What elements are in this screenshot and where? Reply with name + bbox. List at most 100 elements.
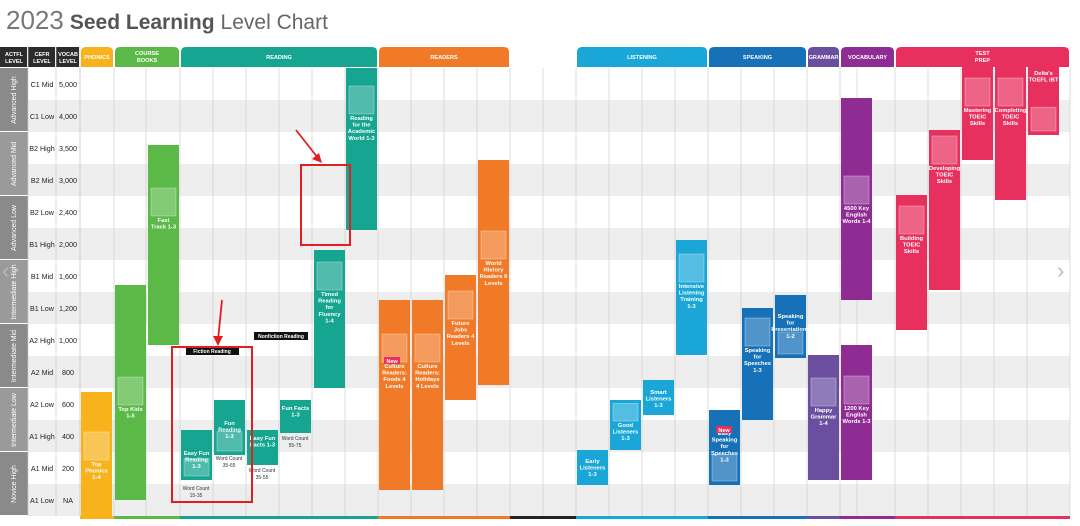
program-bar-fill[interactable] (896, 195, 927, 330)
nonfiction-label: Nonfiction Reading (258, 334, 304, 340)
program-bar-label: Reading for the Academic World 1-3 (348, 116, 376, 142)
category-tab (115, 47, 179, 67)
book-cover-image (316, 261, 343, 291)
program-bar-fill[interactable] (742, 308, 773, 420)
program-bar-fill[interactable] (1028, 67, 1059, 135)
next-arrow-icon[interactable]: › (1057, 258, 1065, 283)
vocab-cell (56, 228, 80, 260)
vocab-cell (56, 484, 80, 516)
vocab-level-label: 400 (62, 432, 74, 441)
program-bar[interactable]: Early Listeners 1-3 (577, 450, 608, 485)
program-bar-fill[interactable] (643, 380, 674, 415)
program-bar[interactable]: Good Listeners 1-3 (610, 400, 641, 450)
program-bar-fill[interactable] (929, 130, 960, 290)
program-bar[interactable]: Delta's TOEFL iBT (1028, 67, 1059, 135)
cefr-level-label: C1 Low (30, 112, 55, 121)
program-bar[interactable]: Top Kids 1-6 (115, 285, 146, 500)
program-bar-fill[interactable] (577, 450, 608, 485)
program-bar-fill[interactable] (115, 285, 146, 500)
program-bar[interactable]: World History Readers 6 Levels (478, 160, 509, 385)
program-bar-label: Easy Fun Facts 1-3 (250, 436, 276, 449)
program-bar-fill[interactable] (962, 67, 993, 160)
category-footer-bar (180, 516, 378, 519)
book-cover-image (414, 333, 441, 363)
word-count-range: 35-55 (256, 475, 269, 481)
program-bar[interactable]: Future Jobs Readers 4 Levels (445, 275, 476, 400)
program-bar[interactable]: Culture Readers: Foods 4 Levels (379, 300, 410, 490)
program-bar[interactable]: 4500 Key English Words 1-4 (841, 98, 872, 300)
category-header (808, 47, 839, 67)
program-bar[interactable]: Intensive Listening Training 1-3 (676, 240, 707, 355)
program-bar-label: Mastering TOEIC Skills (964, 108, 992, 127)
program-bar[interactable]: Easy Fun Reading 1-3 (181, 430, 212, 480)
program-bar-fill[interactable] (995, 67, 1026, 200)
left-header (0, 47, 79, 67)
program-bar-fill[interactable] (181, 430, 212, 480)
cefr-cell (28, 292, 56, 324)
program-bar-fill[interactable] (148, 145, 179, 345)
program-bar-fill[interactable] (808, 355, 839, 480)
program-bar[interactable]: Fast Track 1-3 (148, 145, 179, 345)
left-header-line: ACTFL (5, 52, 24, 58)
cefr-level-label: B1 Mid (31, 272, 53, 281)
program-bar-fill[interactable] (81, 392, 112, 516)
program-bar-fill[interactable] (841, 98, 872, 300)
program-bar-fill[interactable] (775, 295, 806, 358)
category-tab (841, 47, 894, 67)
program-bar-label: Fast Track 1-3 (151, 218, 177, 231)
category-header (379, 47, 509, 67)
program-bar-fill[interactable] (346, 68, 377, 230)
program-bar-fill[interactable] (709, 410, 740, 485)
program-bar-fill[interactable] (314, 250, 345, 388)
vocab-level-label: 3,000 (59, 176, 77, 185)
actfl-cell (0, 388, 28, 451)
left-header-line: VOCAB (58, 52, 78, 58)
new-badge-label: New (718, 428, 730, 434)
program-bar-fill[interactable] (676, 240, 707, 355)
program-bar[interactable]: Completing TOEIC Skills (995, 67, 1027, 200)
program-bar[interactable]: Speaking for Speeches 1-3 (742, 308, 773, 420)
program-bar[interactable]: Mastering TOEIC Skills (962, 67, 993, 160)
vocab-cell (56, 100, 80, 132)
program-bar-label: Future Jobs Readers 4 Levels (447, 321, 475, 347)
program-bar-label: Speaking for Presentations 1-2 (771, 314, 809, 340)
program-bar-fill[interactable] (610, 400, 641, 450)
book-cover-image (810, 377, 837, 407)
program-bar-label: Fun Facts 1-3 (282, 406, 309, 419)
program-bar[interactable]: Top Phonics 1-4 (81, 392, 112, 516)
program-bar[interactable]: Fun Reading 1-3 (214, 400, 245, 455)
vocab-cell (56, 292, 80, 324)
vocab-level-label: 2,400 (59, 208, 77, 217)
program-bar-fill[interactable] (280, 400, 311, 433)
program-bar-fill[interactable] (214, 400, 245, 455)
program-bar-fill[interactable] (379, 300, 410, 490)
program-bar[interactable]: Timed Reading for Fluency 1-4 (314, 250, 345, 388)
program-bar-fill[interactable] (841, 345, 872, 480)
program-bar[interactable]: Speaking for Presentations 1-2 (771, 295, 810, 358)
program-bar[interactable]: Developing TOEIC Skills (929, 130, 961, 290)
program-bar-fill[interactable] (478, 160, 509, 385)
program-bar-fill[interactable] (412, 300, 443, 490)
prev-arrow-icon[interactable]: ‹ (2, 258, 10, 283)
cefr-cell (28, 196, 56, 228)
program-bar[interactable]: Happy Grammar 1-4 (808, 355, 839, 480)
cefr-level-label: C1 Mid (31, 80, 54, 89)
program-bar[interactable]: Reading for the Academic World 1-3 (346, 68, 377, 230)
vocab-level-label: 3,500 (59, 144, 77, 153)
program-bar[interactable]: Smart Listeners 1-3 (643, 380, 674, 415)
actfl-cell (0, 452, 28, 515)
left-header-cell (28, 47, 55, 67)
category-footer-bar (708, 516, 807, 519)
cefr-level-label: B2 Mid (31, 176, 53, 185)
cefr-level-label: A2 Low (30, 400, 55, 409)
program-bar[interactable]: Culture Readers: Holidays 4 Levels (412, 300, 443, 490)
program-bar-fill[interactable] (445, 275, 476, 400)
actfl-cell (0, 132, 28, 195)
program-bar[interactable]: 1200 Key English Words 1-3 (841, 345, 872, 480)
program-bar[interactable]: Building TOEIC Skills (896, 195, 927, 330)
program-bar[interactable]: Easy Speaking for Speeches 1-3 (709, 410, 740, 485)
category-header (81, 47, 113, 67)
vocab-cell (56, 420, 80, 452)
program-bar[interactable]: Fun Facts 1-3 (280, 400, 311, 433)
cefr-cell (28, 100, 56, 132)
